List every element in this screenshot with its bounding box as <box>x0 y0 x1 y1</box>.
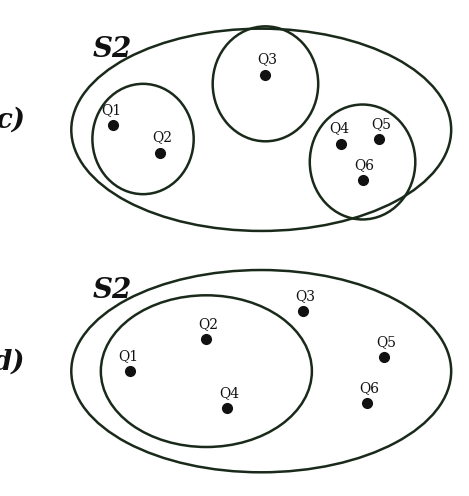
Text: Q2: Q2 <box>152 130 172 144</box>
Text: d): d) <box>0 349 25 375</box>
Text: Q3: Q3 <box>295 289 316 303</box>
Text: Q1: Q1 <box>118 349 138 363</box>
Text: c): c) <box>0 107 25 134</box>
Text: S2: S2 <box>92 36 132 62</box>
Text: Q4: Q4 <box>329 122 349 135</box>
Text: Q1: Q1 <box>101 103 121 117</box>
Text: Q6: Q6 <box>355 158 375 172</box>
Text: Q4: Q4 <box>219 386 240 400</box>
Text: Q2: Q2 <box>198 317 219 331</box>
Text: Q5: Q5 <box>376 335 396 349</box>
Text: Q6: Q6 <box>359 381 379 395</box>
Text: S2: S2 <box>92 277 132 304</box>
Text: Q3: Q3 <box>257 53 278 66</box>
Text: Q5: Q5 <box>371 117 392 131</box>
